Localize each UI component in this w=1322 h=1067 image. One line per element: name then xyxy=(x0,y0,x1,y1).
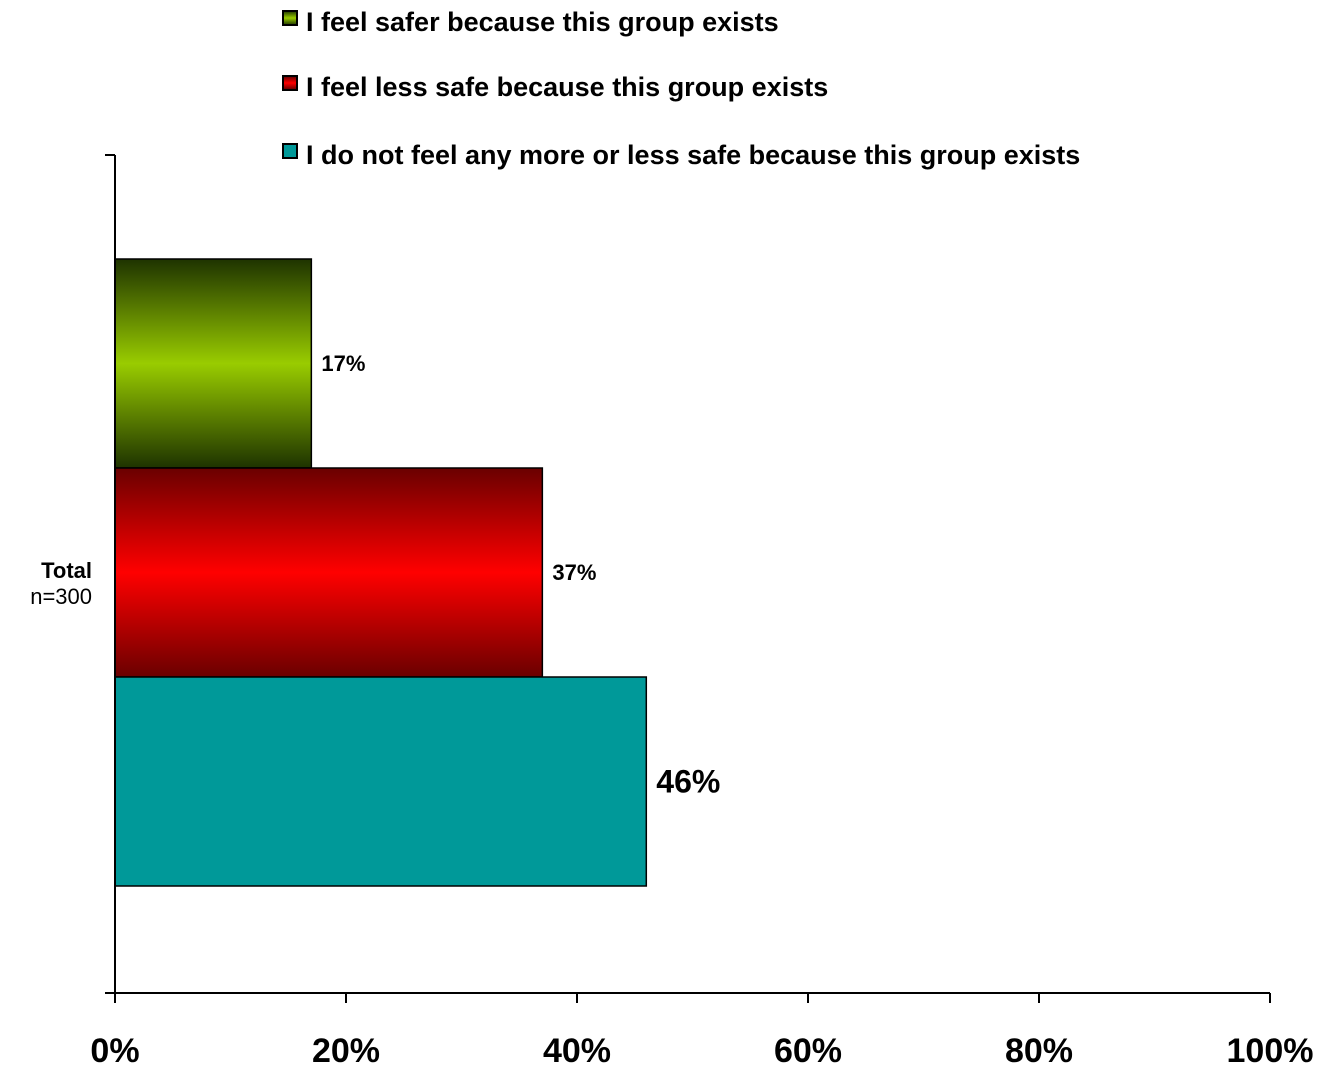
x-tick-label: 40% xyxy=(543,1032,611,1067)
legend-label-safer: I feel safer because this group exists xyxy=(306,7,779,37)
legend-swatch-safer xyxy=(282,10,298,26)
data-labels-group: 17% 37% 46% xyxy=(321,351,720,800)
category-sample-size: n=300 xyxy=(30,584,92,609)
legend-item-safer: I feel safer because this group exists xyxy=(282,5,1126,39)
x-tick-label: 100% xyxy=(1227,1032,1314,1067)
legend-label-neutral: I do not feel any more or less safe beca… xyxy=(306,140,1081,170)
bar-less-safe xyxy=(114,467,544,678)
legend-swatch-less-safe xyxy=(282,75,298,91)
category-name: Total xyxy=(41,558,92,583)
data-label-safer: 17% xyxy=(321,351,365,376)
x-tick-label: 20% xyxy=(312,1032,380,1067)
data-label-less-safe: 37% xyxy=(552,560,596,585)
legend-swatch-neutral xyxy=(282,143,298,159)
x-tick-label: 60% xyxy=(774,1032,842,1067)
bar-neutral xyxy=(114,676,648,887)
data-label-neutral: 46% xyxy=(656,764,720,800)
category-label: Total n=300 xyxy=(30,558,92,610)
axes-group xyxy=(105,154,1270,994)
x-ticks-group: 0% 20% 40% 60% 80% 100% xyxy=(90,993,1313,1067)
x-tick-label: 0% xyxy=(90,1032,139,1067)
legend-item-neutral: I do not feel any more or less safe beca… xyxy=(282,138,1126,172)
x-tick-label: 80% xyxy=(1005,1032,1073,1067)
bars-group xyxy=(114,258,648,887)
bar-safer xyxy=(114,258,313,469)
legend-label-less-safe: I feel less safe because this group exis… xyxy=(306,72,829,102)
legend-item-less-safe: I feel less safe because this group exis… xyxy=(282,70,1126,104)
